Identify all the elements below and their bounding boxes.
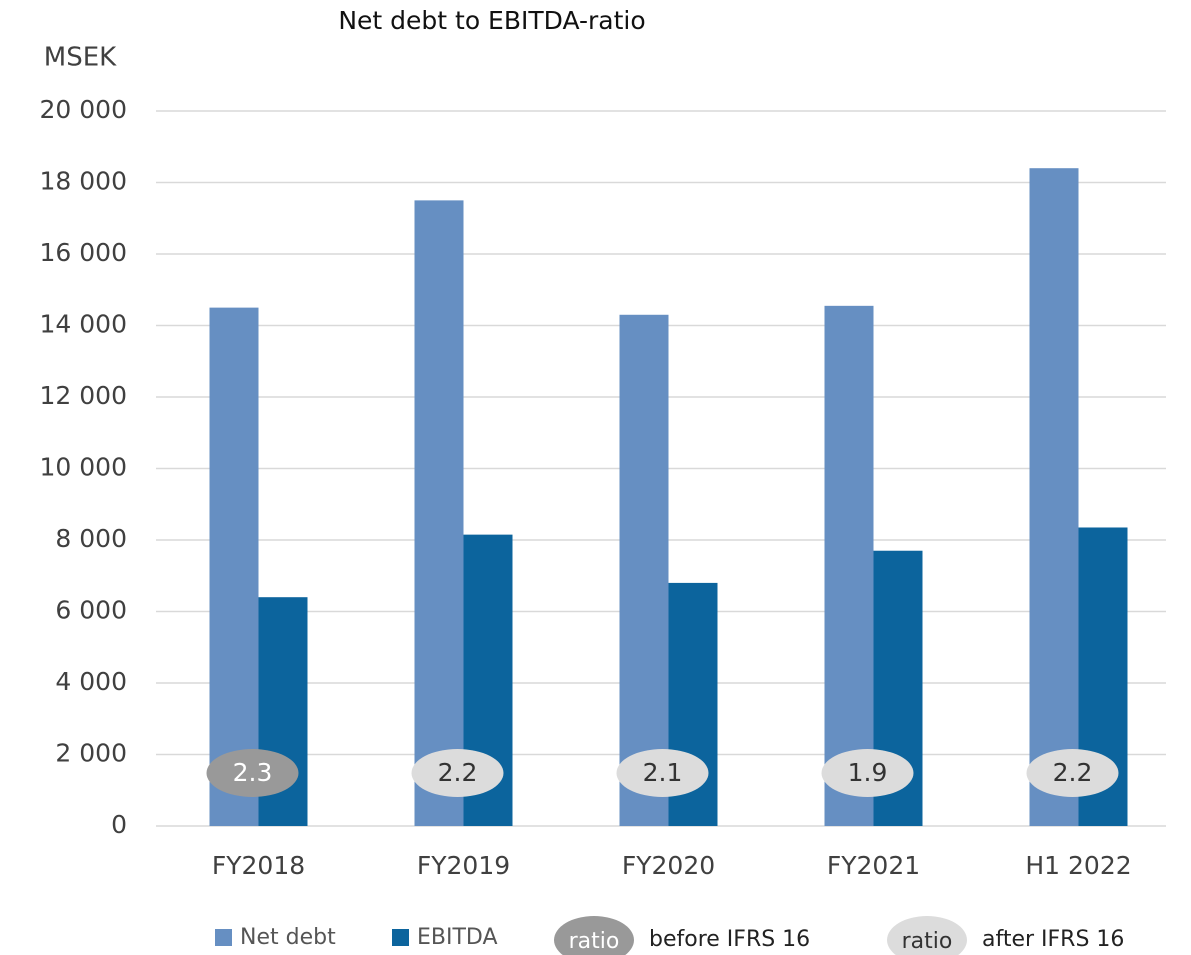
legend-bubble	[554, 916, 634, 955]
y-tick-label: 16 000	[40, 238, 127, 267]
y-tick-label: 8 000	[55, 524, 127, 553]
legend-label: before IFRS 16	[649, 927, 810, 952]
legend-label: after IFRS 16	[982, 927, 1124, 952]
ratio-label: 1.9	[848, 758, 888, 787]
x-tick-label: FY2018	[212, 851, 305, 880]
legend-bubble-label: ratio	[902, 929, 953, 954]
y-tick-label: 0	[111, 810, 127, 839]
y-tick-label: 18 000	[40, 167, 127, 196]
x-tick-label: FY2021	[827, 851, 920, 880]
legend-label: EBITDA	[417, 925, 498, 950]
ratio-bubble	[1026, 749, 1119, 797]
y-tick-label: 10 000	[40, 453, 127, 482]
bar	[619, 314, 669, 826]
y-tick-label: 6 000	[55, 596, 127, 625]
x-tick-label: FY2019	[417, 851, 510, 880]
ratio-label: 2.2	[1053, 758, 1093, 787]
bar	[209, 307, 259, 826]
legend-swatch	[392, 929, 409, 946]
y-tick-label: 20 000	[40, 95, 127, 124]
y-axis-label: MSEK	[44, 43, 117, 73]
ratio-label: 2.3	[233, 758, 273, 787]
legend-swatch	[215, 929, 232, 946]
legend-bubble	[887, 916, 967, 955]
ratio-label: 2.2	[438, 758, 478, 787]
chart-title: Net debt to EBITDA-ratio	[338, 6, 645, 35]
y-tick-label: 2 000	[55, 739, 127, 768]
ratio-bubble	[616, 749, 709, 797]
legend-label: Net debt	[240, 925, 336, 950]
ratio-bubble	[206, 749, 299, 797]
ratio-bubble	[821, 749, 914, 797]
bar	[414, 200, 464, 826]
legend-bubble-label: ratio	[569, 929, 620, 954]
x-tick-label: H1 2022	[1025, 851, 1131, 880]
ratio-label: 2.1	[643, 758, 683, 787]
bar	[824, 305, 874, 826]
y-tick-label: 12 000	[40, 381, 127, 410]
bar	[1029, 168, 1079, 826]
x-tick-label: FY2020	[622, 851, 715, 880]
y-tick-label: 4 000	[55, 667, 127, 696]
ratio-bubble	[411, 749, 504, 797]
y-tick-label: 14 000	[40, 310, 127, 339]
